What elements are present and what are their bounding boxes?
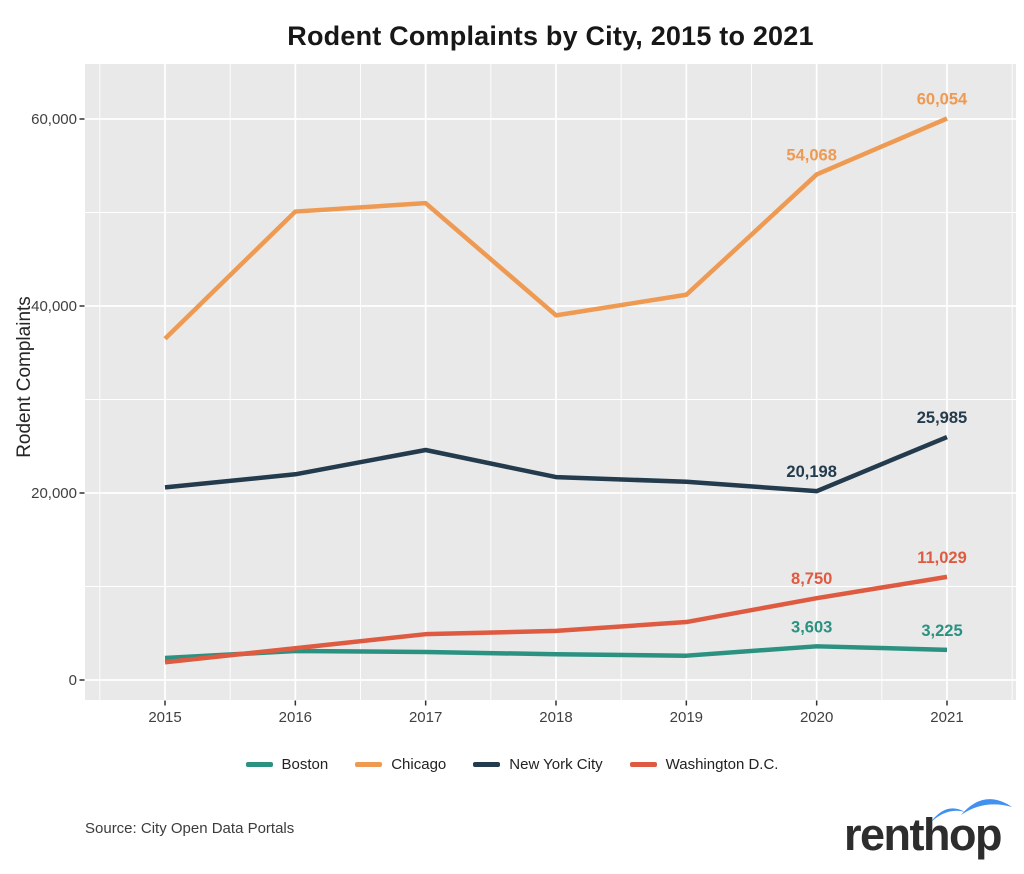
logo-swoosh-icon — [930, 808, 965, 823]
series-line-chicago — [163, 116, 948, 341]
plot-panel — [85, 64, 1016, 700]
point-label-washington-dc: 8,750 — [791, 570, 832, 588]
y-tick-label: 20,000 — [31, 485, 77, 502]
series-line-washington-dc — [164, 574, 948, 665]
legend-swatch-chicago-icon — [355, 762, 383, 767]
y-tick-label: 0 — [69, 672, 77, 689]
chart-legend: Boston Chicago New York City Washington D.C… — [0, 756, 1024, 773]
x-tick-label: 2017 — [409, 709, 442, 726]
point-label-chicago: 54,068 — [786, 146, 836, 164]
renthop-logo: renthop — [844, 799, 1012, 860]
x-tick-label: 2015 — [148, 709, 181, 726]
legend-item-chicago: Chicago — [355, 756, 446, 773]
legend-item-washington-dc: Washington D.C. — [629, 756, 779, 773]
legend-label-new-york-city: New York City — [509, 756, 603, 773]
legend-item-boston: Boston — [245, 756, 329, 773]
point-label-new-york-city: 25,985 — [917, 409, 967, 427]
point-label-boston: 3,225 — [921, 622, 962, 640]
series-line-new-york-city — [164, 434, 948, 494]
series-line-boston — [164, 644, 948, 661]
x-tick-label: 2019 — [670, 709, 703, 726]
x-tick-label: 2021 — [930, 709, 963, 726]
legend-swatch-boston-icon — [245, 762, 273, 767]
legend-label-boston: Boston — [281, 756, 329, 773]
y-tick-label: 40,000 — [31, 298, 77, 315]
source-note: Source: City Open Data Portals — [85, 820, 295, 837]
x-tick-label: 2016 — [279, 709, 312, 726]
y-tick-label: 60,000 — [31, 111, 77, 128]
point-label-boston: 3,603 — [791, 618, 832, 636]
legend-swatch-washington-dc-icon — [629, 762, 657, 767]
renthop-logo-text: renthop — [844, 809, 1001, 860]
point-label-chicago: 60,054 — [917, 90, 968, 108]
line-chart: 0 20,000 40,000 60,000 2015 2016 2017 2018 2019 2… — [31, 64, 1016, 726]
x-tick-label: 2018 — [539, 709, 572, 726]
legend-label-washington-dc: Washington D.C. — [665, 756, 779, 773]
legend-label-chicago: Chicago — [391, 756, 447, 773]
point-label-washington-dc: 11,029 — [917, 549, 967, 567]
point-label-new-york-city: 20,198 — [786, 463, 836, 481]
logo-swoosh-icon — [961, 799, 1012, 815]
legend-item-new-york-city: New York City — [473, 756, 603, 773]
x-tick-label: 2020 — [800, 709, 833, 726]
legend-swatch-new-york-city-icon — [473, 762, 501, 767]
chart-title: Rodent Complaints by City, 2015 to 2021 — [287, 21, 814, 51]
